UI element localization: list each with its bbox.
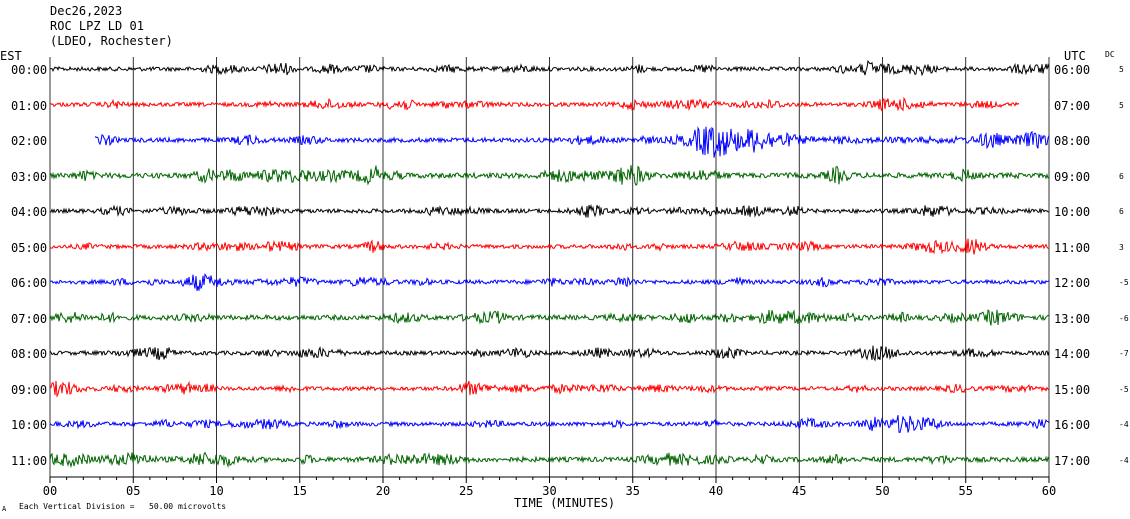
x-axis-title: TIME (MINUTES) — [514, 496, 616, 510]
dc-column-title: DC — [1105, 50, 1115, 59]
station-code: ROC LPZ LD 01 — [50, 19, 144, 33]
x-tick-label: 40 — [709, 484, 723, 498]
utc-hour-label: 08:00 — [1054, 134, 1091, 148]
trace-1000 — [49, 415, 1050, 434]
dc-offset-value: 5 — [1119, 100, 1124, 110]
est-hour-label: 02:00 — [11, 134, 48, 148]
dc-offset-value: 6 — [1119, 207, 1124, 216]
utc-hour-label: 17:00 — [1054, 453, 1091, 468]
est-hour-label: 11:00 — [11, 453, 48, 468]
utc-hour-label: 12:00 — [1054, 276, 1091, 290]
dc-offset-value: -5 — [1119, 384, 1129, 394]
trace-0000 — [49, 59, 1050, 77]
x-tick-label: 15 — [293, 484, 307, 498]
trace-0500 — [49, 238, 1050, 255]
trace-0300 — [49, 165, 1050, 186]
dc-offset-value: -5 — [1119, 278, 1129, 287]
utc-hour-label: 07:00 — [1054, 98, 1091, 113]
x-tick-label: 60 — [1042, 484, 1056, 498]
x-tick-label: 50 — [875, 484, 889, 498]
est-hour-label: 01:00 — [11, 98, 48, 113]
trace-0200 — [94, 126, 1050, 158]
corner-mark: A — [2, 505, 7, 513]
utc-axis-title: UTC — [1064, 49, 1086, 63]
trace-0900 — [49, 380, 1050, 398]
trace-0600 — [49, 272, 1050, 291]
utc-hour-label: 15:00 — [1054, 382, 1091, 397]
est-hour-label: 05:00 — [11, 240, 48, 255]
utc-hour-label: 09:00 — [1054, 169, 1091, 184]
utc-hour-label: 10:00 — [1054, 205, 1091, 219]
x-tick-label: 20 — [376, 484, 390, 498]
trace-0800 — [49, 345, 1050, 362]
dc-offset-value: 3 — [1119, 242, 1124, 252]
trace-0400 — [49, 203, 1050, 218]
dc-offset-value: 5 — [1119, 65, 1124, 74]
x-tick-label: 10 — [209, 484, 223, 498]
scale-note: Each Vertical Division = 50.00 microvolt… — [19, 502, 227, 511]
x-tick-label: 00 — [43, 484, 57, 498]
est-hour-label: 04:00 — [11, 205, 48, 219]
utc-hour-label: 14:00 — [1054, 347, 1091, 361]
utc-hour-label: 13:00 — [1054, 311, 1091, 326]
dc-offset-value: -4 — [1119, 420, 1129, 429]
est-axis-title: EST — [0, 49, 22, 63]
utc-hour-label: 16:00 — [1054, 418, 1091, 432]
dc-offset-value: -7 — [1119, 349, 1129, 358]
x-tick-label: 35 — [626, 484, 640, 498]
utc-hour-label: 06:00 — [1054, 63, 1091, 77]
est-hour-label: 10:00 — [11, 418, 48, 432]
network-name: (LDEO, Rochester) — [50, 34, 173, 48]
est-hour-label: 06:00 — [11, 276, 48, 290]
dc-offset-value: 6 — [1119, 171, 1124, 181]
dc-offset-value: -6 — [1119, 313, 1129, 323]
chart-date: Dec26,2023 — [50, 4, 123, 18]
x-tick-label: 55 — [959, 484, 973, 498]
est-hour-label: 03:00 — [11, 169, 48, 184]
trace-0700 — [49, 309, 1050, 326]
x-tick-label: 05 — [126, 484, 140, 498]
x-tick-label: 45 — [792, 484, 806, 498]
est-hour-label: 07:00 — [11, 311, 48, 326]
est-hour-label: 09:00 — [11, 382, 48, 397]
trace-1100 — [49, 451, 1050, 469]
est-hour-label: 08:00 — [11, 347, 48, 361]
dc-offset-value: -4 — [1119, 455, 1129, 465]
est-hour-label: 00:00 — [11, 63, 48, 77]
trace-0100 — [49, 96, 1020, 113]
utc-hour-label: 11:00 — [1054, 240, 1091, 255]
x-tick-label: 30 — [542, 484, 556, 498]
x-tick-label: 25 — [459, 484, 473, 498]
